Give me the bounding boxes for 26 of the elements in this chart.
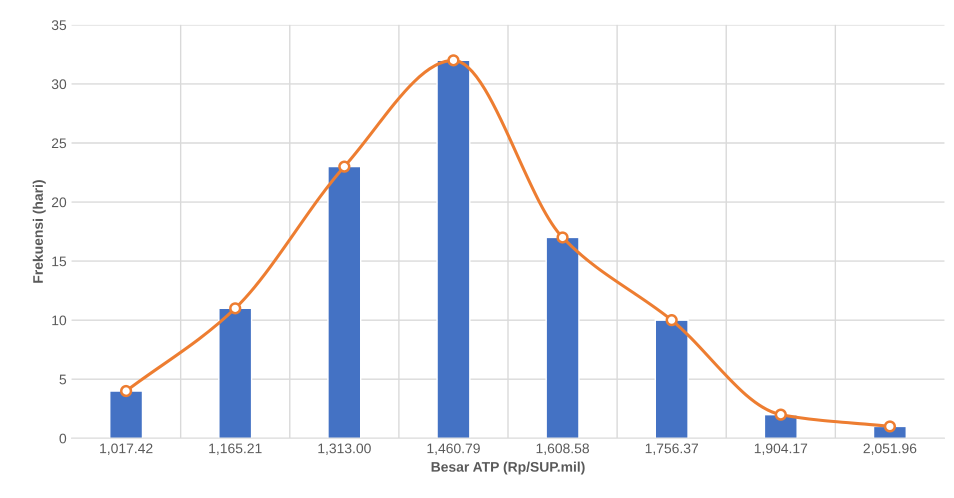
point bbox=[774, 408, 787, 421]
point bbox=[884, 420, 896, 433]
point bbox=[666, 314, 678, 326]
x-tick-label: 1,165.21 bbox=[209, 443, 262, 455]
point bbox=[556, 231, 569, 244]
x-tick-label: 1,313.00 bbox=[318, 443, 371, 455]
y-tick-label: 0 bbox=[60, 434, 66, 444]
point bbox=[447, 54, 460, 66]
x-axis-title: Besar ATP (Rp/SUP.mil) bbox=[432, 462, 585, 475]
y-tick-label: 5 bbox=[60, 374, 66, 384]
x-tick-label: 1,608.58 bbox=[536, 443, 589, 455]
x-tick-label: 2,051.96 bbox=[864, 443, 916, 455]
point bbox=[120, 384, 132, 398]
y-tick-label: 15 bbox=[52, 256, 66, 266]
y-tick-label: 35 bbox=[52, 20, 66, 30]
y-tick-label: 10 bbox=[52, 315, 66, 326]
y-tick-label: 30 bbox=[52, 79, 66, 90]
y-axis-title: Frekuensi (hari) bbox=[32, 180, 46, 283]
y-tick-label: 20 bbox=[52, 197, 66, 208]
x-tick-label: 1,017.42 bbox=[100, 443, 152, 455]
y-tick-label: 25 bbox=[52, 138, 66, 148]
x-tick-label: 1,460.79 bbox=[427, 443, 480, 455]
point bbox=[338, 160, 350, 173]
point bbox=[229, 302, 242, 314]
x-tick-label: 1,756.37 bbox=[646, 443, 698, 455]
x-tick-label: 1,904.17 bbox=[754, 443, 808, 455]
